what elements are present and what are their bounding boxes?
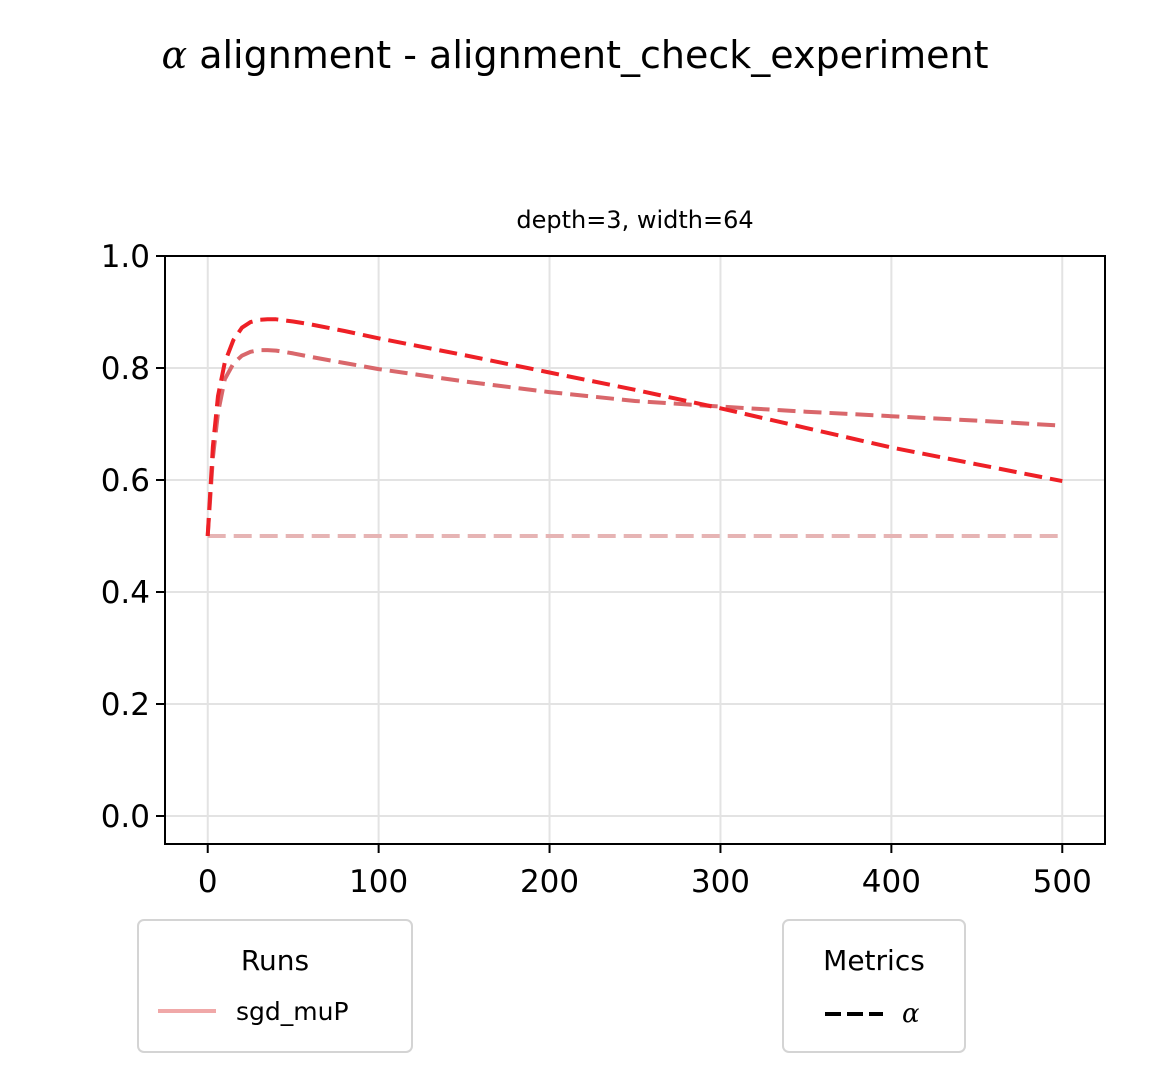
metrics-legend: Metrics α [782,919,966,1053]
y-axis: 0.0 0.2 0.4 0.6 0.8 1.0 [101,239,165,835]
runs-legend-label: sgd_muP [236,997,349,1026]
y-tick-label: 0.8 [101,351,150,387]
figure-title: α alignment - alignment_check_experiment [161,33,988,77]
y-tick-label: 0.0 [101,799,150,835]
x-tick-label: 400 [862,864,921,900]
runs-legend-frame [137,919,413,1053]
x-tick-label: 500 [1033,864,1092,900]
series-line-2 [205,348,1063,537]
grid-layer [165,255,1105,844]
series-layer [205,317,1063,538]
runs-legend: Runs sgd_muP [137,919,413,1053]
series-line-3 [205,317,1063,537]
axes-frame [164,255,1106,845]
y-tick-label: 0.2 [101,687,150,723]
metrics-legend-label: α [902,999,920,1029]
plot-area: 0 100 200 300 400 500 0.0 0.2 0.4 0.6 0.8 1.0 [101,239,1106,900]
metrics-legend-title: Metrics [823,944,925,977]
x-tick-label: 100 [349,864,408,900]
x-axis: 0 100 200 300 400 500 [198,844,1092,900]
figure-title-text: alignment - alignment_check_experiment [187,33,988,77]
x-tick-label: 300 [691,864,750,900]
y-tick-label: 0.4 [101,575,150,611]
y-tick-label: 1.0 [101,239,150,275]
metrics-legend-frame [782,919,966,1053]
axes-title: depth=3, width=64 [516,206,753,234]
figure-title-symbol: α [161,33,187,77]
x-tick-label: 0 [198,864,218,900]
runs-legend-title: Runs [241,944,309,977]
x-tick-label: 200 [520,864,579,900]
y-tick-label: 0.6 [101,463,150,499]
